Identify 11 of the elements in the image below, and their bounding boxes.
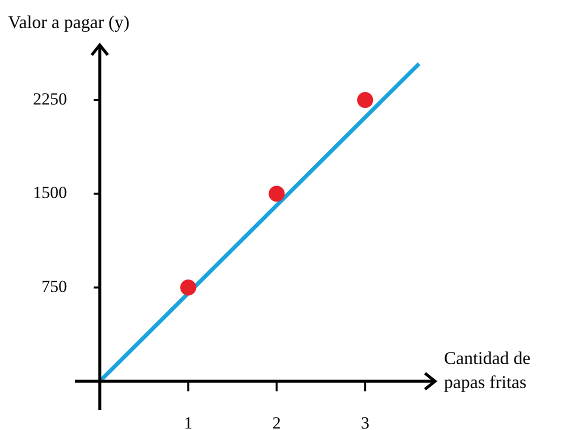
x-axis-title: Cantidad de papas fritas <box>444 347 532 394</box>
point <box>268 186 285 202</box>
y-tick-label: 2250 <box>33 89 67 108</box>
point <box>357 92 374 108</box>
x-tick-label: 2 <box>272 414 281 430</box>
y-tick-label: 750 <box>42 276 67 296</box>
y-axis-title: Valor a pagar (y) <box>8 12 130 33</box>
y-tick-label: 1500 <box>33 183 67 202</box>
x-tick-label: 3 <box>360 414 370 430</box>
x-tick-label: 1 <box>184 414 192 430</box>
point <box>180 280 196 296</box>
